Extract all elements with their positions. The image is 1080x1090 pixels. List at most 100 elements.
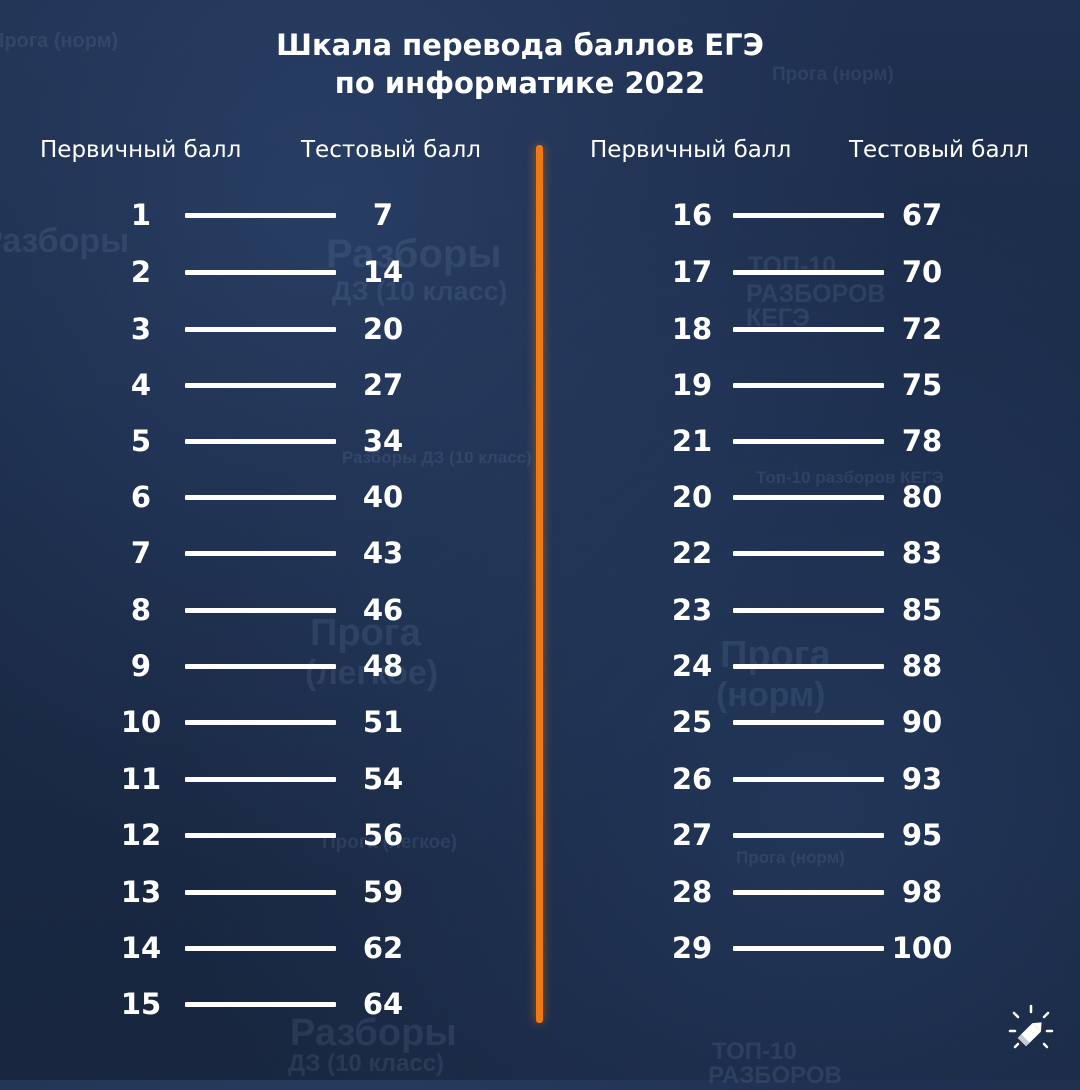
primary-score: 11 [120,762,162,796]
primary-score: 29 [671,931,713,965]
primary-score: 3 [130,312,152,346]
primary-score: 8 [130,593,152,627]
background-text: ТОП-10 [712,1038,797,1065]
background-text: Прога (норм) [772,64,894,85]
test-score: 78 [901,424,943,458]
test-score: 7 [372,198,394,232]
connector-line [185,1002,336,1007]
primary-score: 1 [130,198,152,232]
left-primary-header: Первичный балл [40,137,242,163]
connector-line [185,495,336,500]
connector-line [185,327,336,332]
primary-score: 16 [671,198,713,232]
primary-score: 28 [671,875,713,909]
primary-score: 6 [130,480,152,514]
connector-line [733,383,884,388]
primary-score: 13 [120,875,162,909]
connector-line [185,383,336,388]
primary-score: 21 [671,424,713,458]
background-text: Разборы [290,1012,457,1054]
connector-line [185,270,336,275]
right-test-header: Тестовый балл [849,137,1029,163]
title-line-2: по информатике 2022 [334,66,706,100]
connector-line [733,890,884,895]
background-text: (норм) [716,676,826,714]
connector-line [733,495,884,500]
background-text: Топ-10 разборов КЕГЭ [756,468,944,487]
test-score: 59 [362,875,404,909]
test-score: 48 [362,649,404,683]
test-score: 56 [362,818,404,852]
test-score: 72 [901,312,943,346]
connector-line [733,213,884,218]
test-score: 62 [362,931,404,965]
connector-line [733,608,884,613]
connector-line [185,664,336,669]
primary-score: 9 [130,649,152,683]
connector-line [733,439,884,444]
test-score: 64 [362,987,404,1021]
primary-score: 4 [130,368,152,402]
connector-line [185,890,336,895]
connector-line [185,777,336,782]
background-text: РАЗБОРОВ [708,1062,842,1089]
primary-score: 25 [671,705,713,739]
primary-score: 26 [671,762,713,796]
primary-score: 15 [120,987,162,1021]
background-text: (легкое) [305,654,439,692]
test-score: 83 [901,536,943,570]
connector-line [185,213,336,218]
test-score: 27 [362,368,404,402]
test-score: 75 [901,368,943,402]
primary-score: 2 [130,255,152,289]
page-title: Шкала перевода баллов ЕГЭ по информатике… [0,26,1040,102]
primary-score: 24 [671,649,713,683]
connector-line [733,720,884,725]
primary-score: 5 [130,424,152,458]
primary-score: 19 [671,368,713,402]
test-score: 98 [901,875,943,909]
primary-score: 7 [130,536,152,570]
background-text: Прога [720,634,831,676]
test-score: 70 [901,255,943,289]
test-score: 54 [362,762,404,796]
connector-line [733,551,884,556]
connector-line [185,608,336,613]
connector-line [733,270,884,275]
background-text: ДЗ (10 класс) [288,1050,445,1077]
test-score: 80 [901,480,943,514]
primary-score: 22 [671,536,713,570]
background-text: Прога (легкое) [322,832,458,853]
background-text: Прога (норм) [736,848,845,867]
test-score: 20 [362,312,404,346]
primary-score: 12 [120,818,162,852]
primary-score: 20 [671,480,713,514]
background-text: ТОП-10 [748,252,837,280]
background-text: Прога (норм) [0,30,119,52]
connector-line [733,777,884,782]
test-score: 51 [362,705,404,739]
test-score: 90 [901,705,943,739]
connector-line [185,439,336,444]
connector-line [185,946,336,951]
background-text: Разборы ДЗ (10 класс) [342,448,532,467]
test-score: 85 [901,593,943,627]
connector-line [733,833,884,838]
connector-line [733,327,884,332]
test-score: 34 [362,424,404,458]
primary-score: 17 [671,255,713,289]
test-score: 46 [362,593,404,627]
connector-line [185,833,336,838]
background-text: Разборы [326,232,502,276]
connector-line [733,664,884,669]
test-score: 93 [901,762,943,796]
test-score: 40 [362,480,404,514]
connector-line [185,551,336,556]
connector-line [185,720,336,725]
background-text: Разборы [0,222,130,260]
left-test-header: Тестовый балл [301,137,481,163]
primary-score: 27 [671,818,713,852]
background-text: ДЗ (10 класс) [332,276,508,306]
right-primary-header: Первичный балл [590,137,792,163]
test-score: 43 [362,536,404,570]
